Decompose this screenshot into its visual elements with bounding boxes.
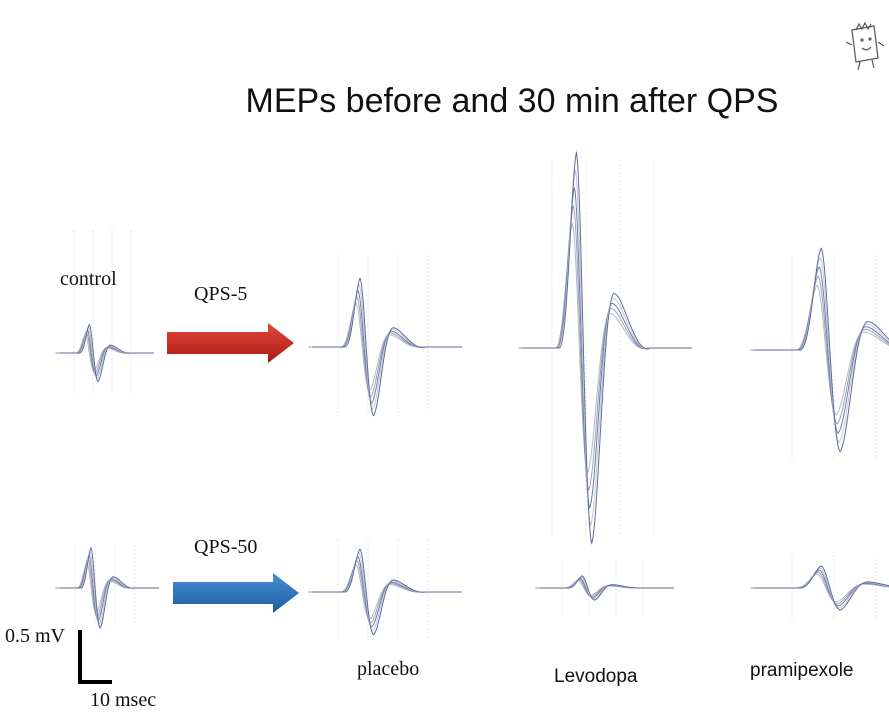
trace [58,327,153,379]
trace [539,576,674,600]
waveform-panels [55,153,889,640]
scale-amplitude: 0.5 mV [5,625,66,647]
trace [312,549,462,635]
trace [59,548,159,628]
trace [58,552,158,625]
trace [522,153,692,544]
protocol-label: QPS-50 [194,536,257,558]
drug-label: placebo [357,658,419,680]
waveform-panel [308,255,462,416]
trace [754,248,889,452]
waveform-panel [750,555,889,620]
arrow-blue [173,573,299,613]
mascot-icon [845,21,885,71]
trace [57,330,152,377]
title: MEPs before and 30 min after QPS [246,82,779,120]
waveform-panel [518,153,692,544]
baseline-label: control [60,268,117,290]
trace [312,278,462,416]
protocol-label: QPS-5 [194,283,247,305]
waveform-panel [55,545,159,628]
scale-bar: 0.5 mV 10 msec [5,625,156,711]
waveform-panel [55,230,154,395]
drug-label: Levodopa [554,666,638,687]
waveform-panel [750,248,889,460]
trace [754,566,889,610]
waveform-panel [535,560,674,615]
waveform-panel [308,540,462,640]
drug-label: pramipexole [750,660,854,681]
trace [59,324,154,381]
scale-time: 10 msec [90,689,156,711]
arrow-red [167,323,294,363]
